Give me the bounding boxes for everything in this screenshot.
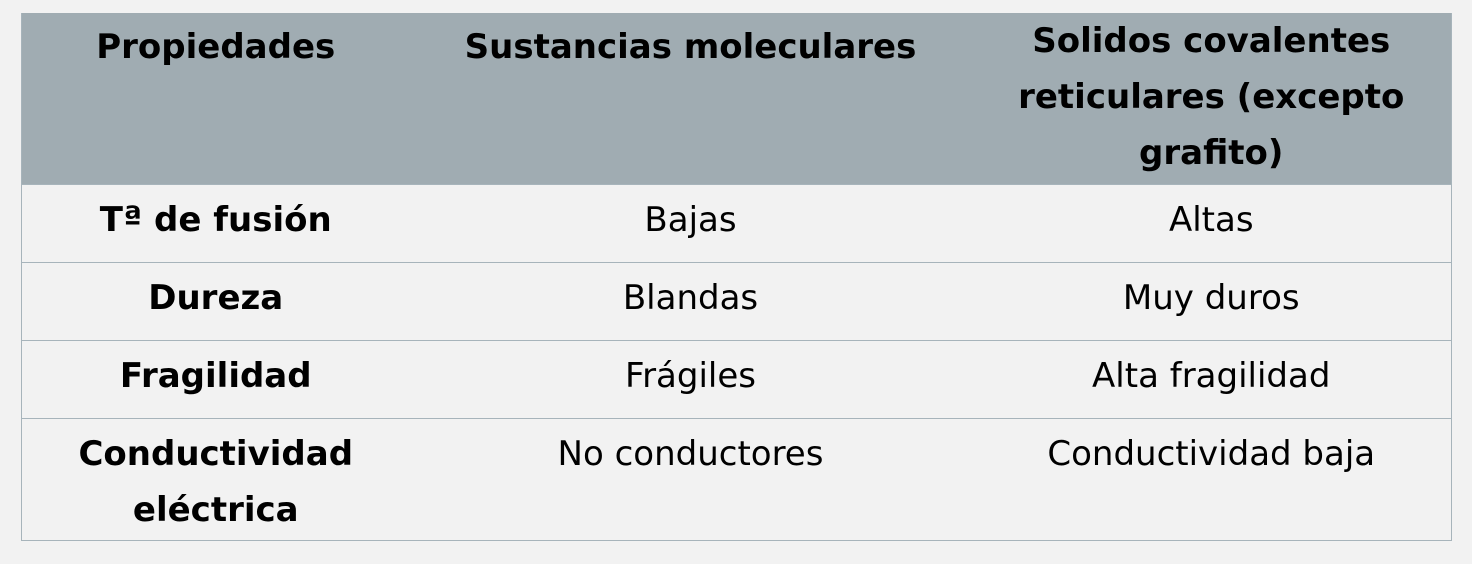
table-row: Conductividad eléctrica No conductores C… <box>21 417 1452 540</box>
table-row: Dureza Blandas Muy duros <box>21 261 1452 340</box>
row-property: Dureza <box>21 261 410 340</box>
row-property: Fragilidad <box>21 339 410 418</box>
row-value-molecular: Frágiles <box>409 339 972 418</box>
header-propiedades: Propiedades <box>21 13 410 184</box>
row-value-covalent: Muy duros <box>971 261 1452 340</box>
header-sustancias-moleculares: Sustancias moleculares <box>409 13 972 184</box>
header-solidos-covalentes: Solidos covalentes reticulares (excepto … <box>971 13 1452 184</box>
row-value-molecular: No conductores <box>409 417 972 540</box>
row-value-molecular: Blandas <box>409 261 972 340</box>
table-row: Tª de fusión Bajas Altas <box>21 183 1452 262</box>
row-value-molecular: Bajas <box>409 183 972 262</box>
row-value-covalent: Conductividad baja <box>971 417 1452 540</box>
row-value-covalent: Altas <box>971 183 1452 262</box>
table-row: Fragilidad Frágiles Alta fragilidad <box>21 339 1452 418</box>
row-property: Conductividad eléctrica <box>21 417 410 540</box>
properties-table: Propiedades Sustancias moleculares Solid… <box>21 13 1452 541</box>
header-row: Propiedades Sustancias moleculares Solid… <box>21 13 1452 184</box>
row-value-covalent: Alta fragilidad <box>971 339 1452 418</box>
row-property: Tª de fusión <box>21 183 410 262</box>
